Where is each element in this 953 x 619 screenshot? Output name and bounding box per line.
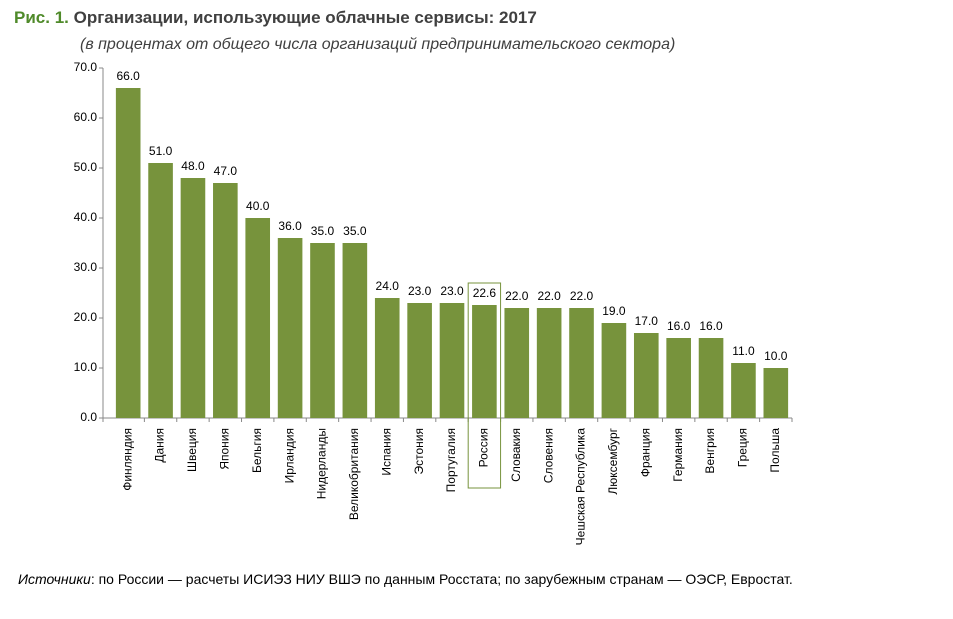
source-text: : по России — расчеты ИСИЭЗ НИУ ВШЭ по д… [90,571,793,587]
x-tick-label: Дания [153,428,167,463]
x-tick-label: Испания [379,428,393,476]
value-label: 22.0 [537,289,561,303]
x-tick-label: Финляндия [120,428,134,491]
x-tick-label: Люксембург [606,427,620,494]
source-label: Источники [18,571,91,587]
bar [277,238,303,418]
value-label: 51.0 [149,144,173,158]
x-tick-label: Нидерланды [315,428,329,499]
bar [731,363,756,418]
y-tick-label: 10.0 [74,360,98,374]
y-tick-label: 50.0 [74,160,98,174]
bar [180,178,206,418]
bar [342,243,368,418]
value-label: 11.0 [732,344,755,358]
value-label: 35.0 [343,224,367,238]
y-tick-label: 20.0 [74,310,98,324]
value-label: 66.0 [117,69,141,83]
value-label: 19.0 [602,304,626,318]
bar [763,368,789,418]
value-label: 23.0 [408,284,432,298]
value-label: 16.0 [699,319,723,333]
value-label: 47.0 [214,164,238,178]
bar [213,183,238,418]
y-tick-label: 40.0 [74,210,98,224]
figure-label: Рис. 1. [14,8,69,27]
x-tick-label: Венгрия [703,428,717,474]
chart-title: Рис. 1. Организации, использующие облачн… [14,8,537,28]
x-tick-label: Ирландия [282,428,296,483]
bar [374,298,400,418]
x-tick-label: Эстония [412,428,426,475]
bar [115,88,141,418]
value-label: 36.0 [278,219,302,233]
bar [666,338,691,418]
bar [439,303,465,418]
x-tick-label: Швеция [185,428,199,472]
bar [472,305,497,418]
value-label: 48.0 [181,159,205,173]
value-label: 22.0 [570,289,594,303]
bar [504,308,530,418]
bar [569,308,594,418]
value-label: 16.0 [667,319,691,333]
x-tick-label: Португалия [444,428,458,492]
value-label: 24.0 [376,279,400,293]
bar [310,243,335,418]
value-label: 22.6 [473,286,497,300]
bar [698,338,724,418]
x-tick-label: Польша [768,428,782,473]
x-tick-label: Словакия [509,428,523,482]
x-tick-label: Франция [638,428,652,477]
highlight-box [467,282,502,489]
bar [633,333,659,418]
y-tick-label: 30.0 [74,260,98,274]
value-label: 35.0 [311,224,335,238]
x-tick-label: Япония [218,428,232,470]
title-text: Организации, использующие облачные серви… [73,8,537,27]
source-note: Источники: по России — расчеты ИСИЭЗ НИУ… [18,570,936,589]
value-label: 23.0 [440,284,464,298]
bar [536,308,562,418]
bar [148,163,173,418]
chart: 0.0 10.0 20.0 30.0 40.0 50.0 60.0 70.0 66.0 Финля… [74,60,793,546]
x-tick-label: Чешская Республика [574,428,588,546]
x-tick-label: Германия [671,428,685,482]
bar [407,303,432,418]
value-label: 17.0 [635,314,659,328]
x-tick-label: Словения [541,428,555,483]
x-tick-label: Великобритания [347,428,361,520]
bar [601,323,627,418]
y-tick-label: 0.0 [80,410,97,424]
value-label: 40.0 [246,199,270,213]
y-tick-label: 60.0 [74,110,98,124]
value-label: 22.0 [505,289,529,303]
y-tick-label: 70.0 [74,60,98,74]
bar [245,218,271,418]
x-tick-label: Россия [477,428,491,467]
x-tick-label: Греция [736,428,750,467]
chart-subtitle: (в процентах от общего числа организаций… [80,36,676,53]
value-label: 10.0 [764,349,788,363]
x-tick-label: Бельгия [250,428,264,473]
